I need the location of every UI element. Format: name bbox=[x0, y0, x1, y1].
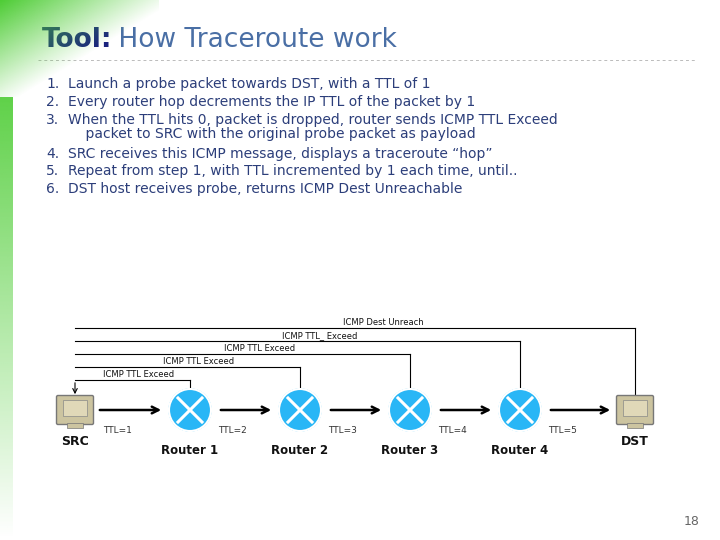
Text: 18: 18 bbox=[684, 515, 700, 528]
Text: TTL=5: TTL=5 bbox=[548, 426, 577, 435]
Text: ICMP TTL_ Exceed: ICMP TTL_ Exceed bbox=[282, 331, 357, 340]
Circle shape bbox=[389, 389, 431, 431]
Text: 4.: 4. bbox=[46, 147, 59, 161]
Circle shape bbox=[169, 389, 211, 431]
Text: When the TTL hits 0, packet is dropped, router sends ICMP TTL Exceed: When the TTL hits 0, packet is dropped, … bbox=[68, 113, 558, 127]
Text: TTL=2: TTL=2 bbox=[218, 426, 247, 435]
Text: Router 2: Router 2 bbox=[271, 444, 328, 457]
Text: TTL=4: TTL=4 bbox=[438, 426, 467, 435]
Text: Router 1: Router 1 bbox=[161, 444, 219, 457]
Text: Router 4: Router 4 bbox=[491, 444, 549, 457]
Text: Every router hop decrements the IP TTL of the packet by 1: Every router hop decrements the IP TTL o… bbox=[68, 95, 475, 109]
Text: Repeat from step 1, with TTL incremented by 1 each time, until..: Repeat from step 1, with TTL incremented… bbox=[68, 164, 518, 178]
Text: TTL=3: TTL=3 bbox=[328, 426, 357, 435]
Text: ICMP TTL Exceed: ICMP TTL Exceed bbox=[163, 357, 234, 366]
Text: 1.: 1. bbox=[46, 77, 59, 91]
Text: How Traceroute work: How Traceroute work bbox=[110, 27, 397, 53]
Text: 5.: 5. bbox=[46, 164, 59, 178]
Text: 6.: 6. bbox=[46, 182, 59, 196]
Circle shape bbox=[499, 389, 541, 431]
Text: ICMP TTL Exceed: ICMP TTL Exceed bbox=[103, 370, 174, 379]
Text: ICMP Dest Unreach: ICMP Dest Unreach bbox=[343, 318, 423, 327]
Bar bbox=[623, 400, 647, 416]
Text: DST host receives probe, returns ICMP Dest Unreachable: DST host receives probe, returns ICMP De… bbox=[68, 182, 462, 196]
FancyBboxPatch shape bbox=[616, 395, 654, 424]
Bar bbox=[627, 423, 643, 428]
Text: TTL=1: TTL=1 bbox=[103, 426, 132, 435]
Text: packet to SRC with the original probe packet as payload: packet to SRC with the original probe pa… bbox=[68, 127, 476, 141]
Text: DST: DST bbox=[621, 435, 649, 448]
Bar bbox=[67, 423, 83, 428]
Bar bbox=[63, 400, 87, 416]
FancyBboxPatch shape bbox=[56, 395, 94, 424]
Circle shape bbox=[279, 389, 321, 431]
Text: 2.: 2. bbox=[46, 95, 59, 109]
Text: 3.: 3. bbox=[46, 113, 59, 127]
Text: Launch a probe packet towards DST, with a TTL of 1: Launch a probe packet towards DST, with … bbox=[68, 77, 431, 91]
Text: Tool:: Tool: bbox=[42, 27, 112, 53]
Text: SRC: SRC bbox=[61, 435, 89, 448]
Text: Router 3: Router 3 bbox=[382, 444, 438, 457]
Text: SRC receives this ICMP message, displays a traceroute “hop”: SRC receives this ICMP message, displays… bbox=[68, 147, 492, 161]
Text: ICMP TTL Exceed: ICMP TTL Exceed bbox=[224, 344, 294, 353]
